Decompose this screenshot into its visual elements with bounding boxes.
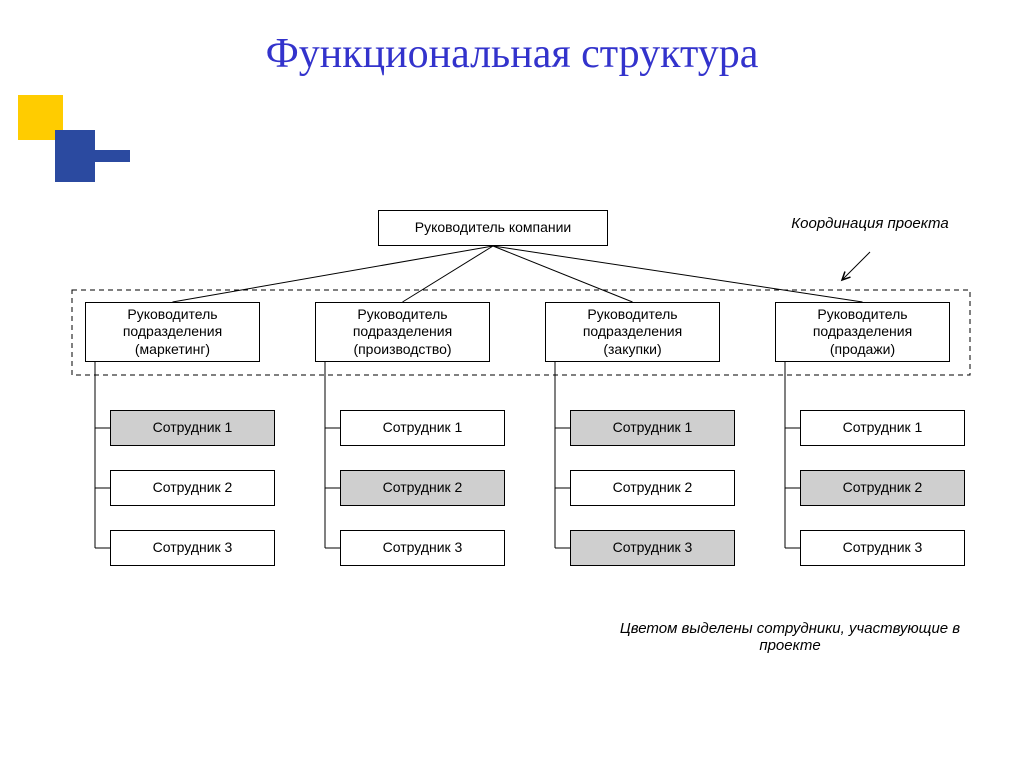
division-node-1: Руководительподразделения(производство) [315,302,490,362]
employee-node-1-2: Сотрудник 3 [340,530,505,566]
division-node-2: Руководительподразделения(закупки) [545,302,720,362]
employee-node-1-0: Сотрудник 1 [340,410,505,446]
employee-node-0-2: Сотрудник 3 [110,530,275,566]
employee-node-3-2: Сотрудник 3 [800,530,965,566]
employee-node-3-1: Сотрудник 2 [800,470,965,506]
employee-node-0-0: Сотрудник 1 [110,410,275,446]
root-node: Руководитель компании [378,210,608,246]
employee-node-1-1: Сотрудник 2 [340,470,505,506]
employee-node-0-1: Сотрудник 2 [110,470,275,506]
employee-node-2-1: Сотрудник 2 [570,470,735,506]
division-node-0: Руководительподразделения(маркетинг) [85,302,260,362]
employee-node-3-0: Сотрудник 1 [800,410,965,446]
coordination-label: Координация проекта [760,215,980,232]
legend-label: Цветом выделены сотрудники, участвующие … [600,620,980,654]
employee-node-2-0: Сотрудник 1 [570,410,735,446]
division-node-3: Руководительподразделения(продажи) [775,302,950,362]
employee-node-2-2: Сотрудник 3 [570,530,735,566]
